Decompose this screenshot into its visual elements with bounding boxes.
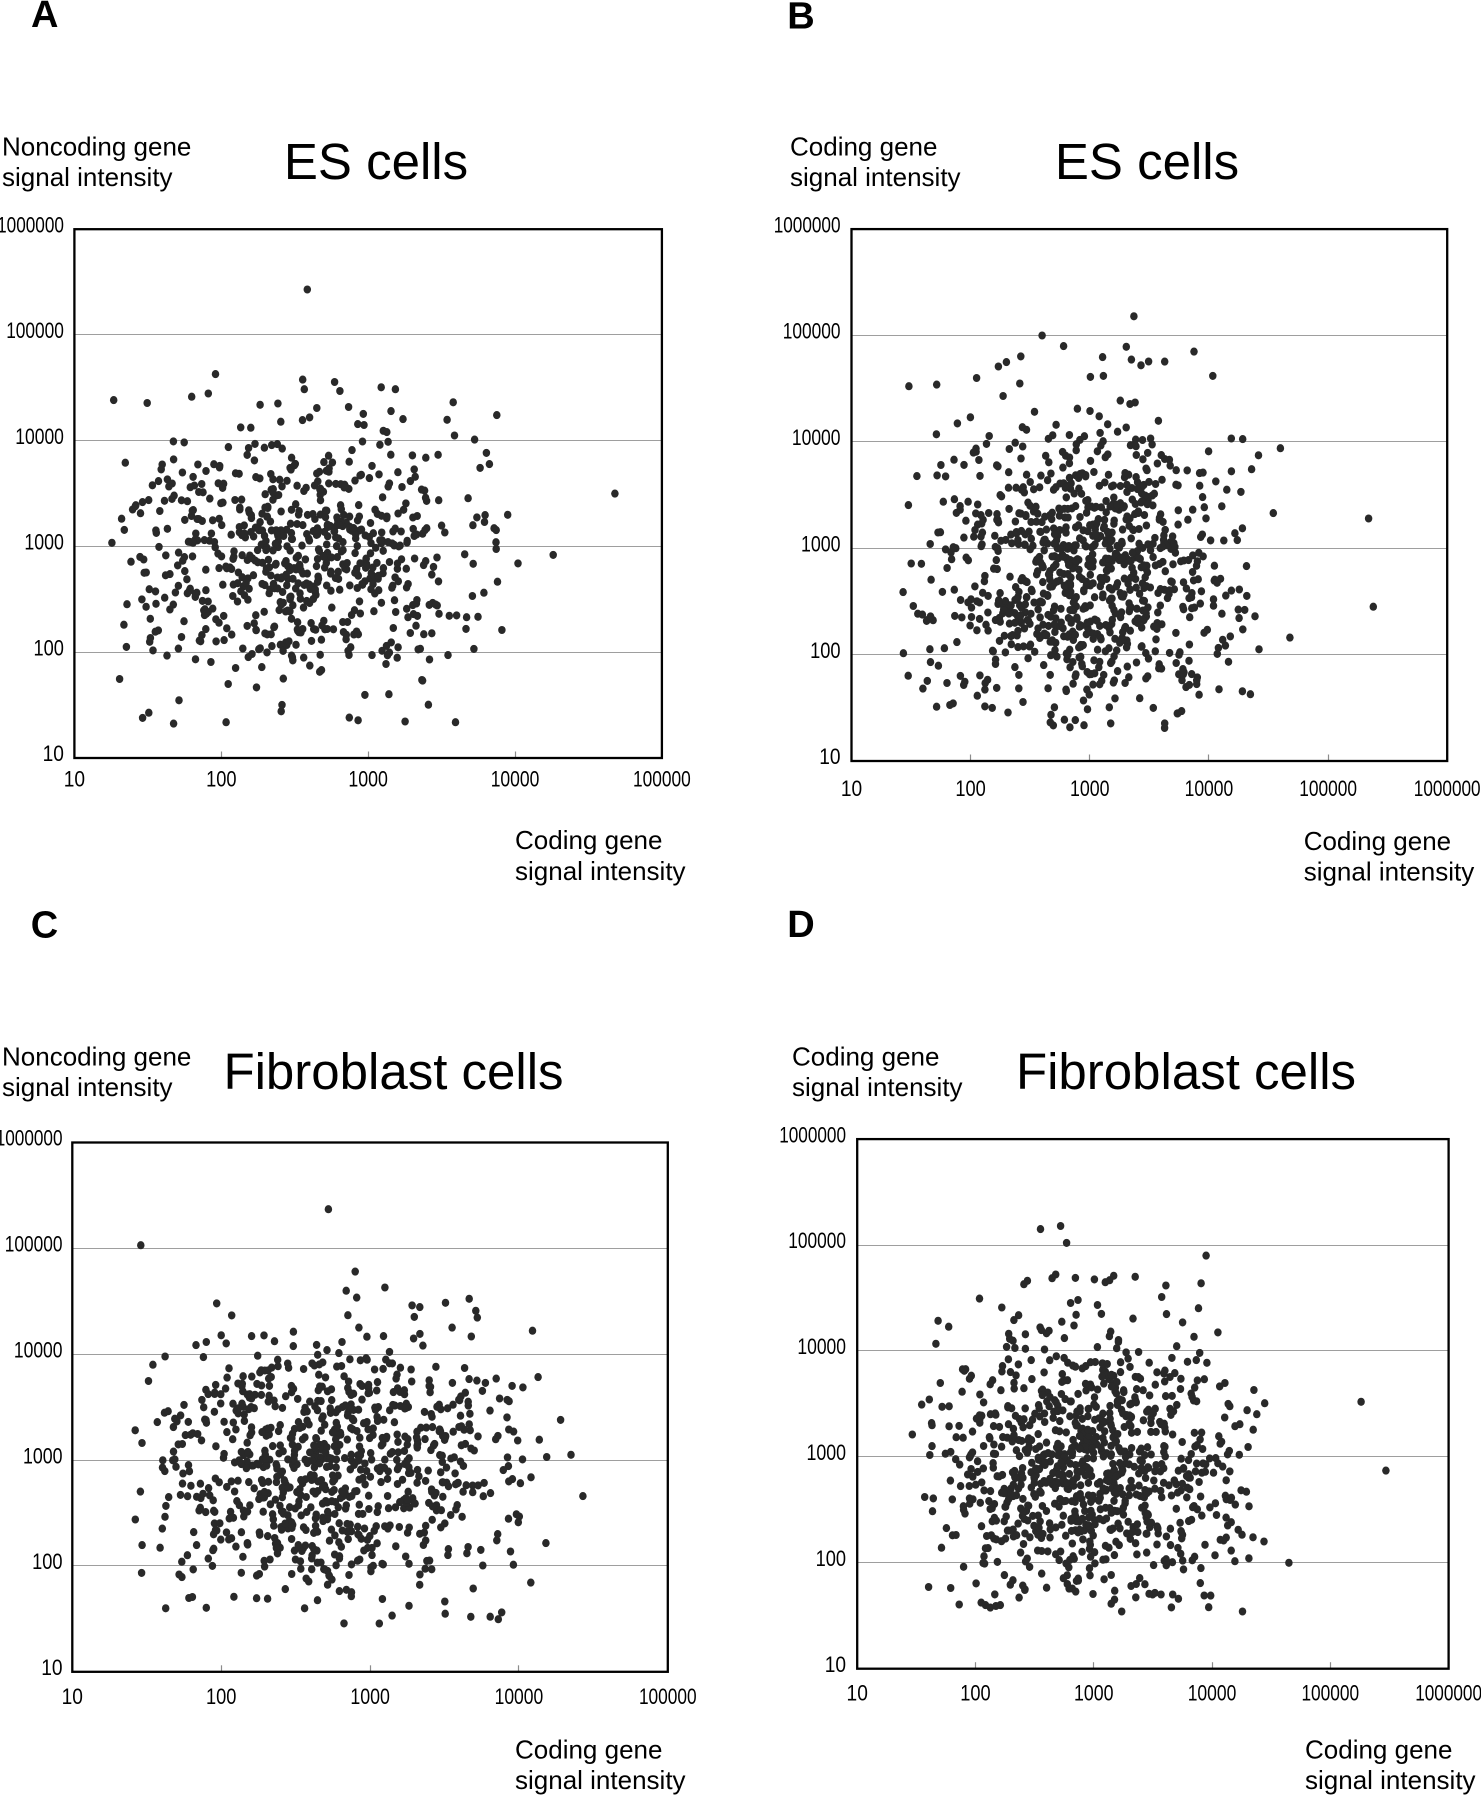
svg-text:1000000: 1000000	[0, 212, 64, 237]
svg-text:1000: 1000	[23, 1443, 63, 1468]
svg-text:C: C	[31, 905, 58, 947]
svg-text:A: A	[31, 0, 58, 36]
svg-text:Coding gene: Coding gene	[1304, 826, 1451, 856]
svg-text:D: D	[787, 904, 814, 946]
svg-text:10: 10	[41, 1655, 62, 1680]
svg-text:ES cells: ES cells	[284, 133, 468, 190]
svg-text:10: 10	[62, 1684, 83, 1709]
svg-text:1000000: 1000000	[0, 1126, 63, 1151]
svg-text:1000000: 1000000	[779, 1122, 846, 1147]
svg-text:1000: 1000	[348, 767, 388, 792]
svg-text:1000: 1000	[801, 531, 841, 556]
svg-text:Fibroblast cells: Fibroblast cells	[223, 1043, 563, 1100]
svg-text:10: 10	[819, 744, 840, 769]
svg-text:10: 10	[64, 767, 85, 792]
svg-text:100: 100	[206, 1684, 236, 1709]
svg-text:signal intensity: signal intensity	[1304, 856, 1475, 886]
svg-text:100000: 100000	[788, 1228, 846, 1253]
svg-text:10000: 10000	[792, 425, 841, 450]
svg-text:10: 10	[841, 776, 862, 801]
svg-text:100000: 100000	[783, 319, 841, 344]
svg-text:signal intensity: signal intensity	[2, 162, 173, 192]
svg-text:1000000: 1000000	[1414, 776, 1481, 801]
svg-text:signal intensity: signal intensity	[2, 1072, 173, 1102]
svg-text:Coding gene: Coding gene	[515, 825, 662, 855]
svg-text:100: 100	[32, 1549, 62, 1574]
svg-text:1000: 1000	[350, 1684, 390, 1709]
svg-text:100: 100	[206, 767, 236, 792]
svg-text:Fibroblast cells: Fibroblast cells	[1016, 1043, 1356, 1100]
svg-text:B: B	[787, 0, 814, 38]
svg-text:100: 100	[816, 1546, 846, 1571]
svg-text:10: 10	[847, 1681, 868, 1706]
svg-text:Coding gene: Coding gene	[792, 1041, 939, 1071]
svg-text:10: 10	[43, 741, 64, 766]
svg-text:10000: 10000	[15, 424, 64, 449]
svg-text:1000000: 1000000	[774, 212, 841, 237]
svg-text:100000: 100000	[633, 767, 691, 792]
svg-text:10000: 10000	[1185, 776, 1234, 801]
svg-text:signal intensity: signal intensity	[515, 856, 686, 886]
svg-text:signal intensity: signal intensity	[515, 1765, 686, 1795]
svg-text:100: 100	[960, 1681, 990, 1706]
svg-text:10000: 10000	[491, 767, 540, 792]
svg-text:10000: 10000	[14, 1337, 63, 1362]
svg-text:100000: 100000	[1299, 776, 1357, 801]
svg-text:100: 100	[34, 635, 64, 660]
svg-text:Noncoding gene: Noncoding gene	[2, 131, 191, 161]
svg-text:Coding gene: Coding gene	[1305, 1735, 1452, 1765]
svg-text:10000: 10000	[495, 1684, 544, 1709]
svg-text:100000: 100000	[1301, 1681, 1359, 1706]
svg-text:10000: 10000	[1188, 1681, 1237, 1706]
svg-text:1000000: 1000000	[1415, 1681, 1481, 1706]
svg-text:signal intensity: signal intensity	[792, 1072, 963, 1102]
svg-text:1000: 1000	[1074, 1681, 1114, 1706]
svg-text:100000: 100000	[639, 1684, 697, 1709]
svg-text:1000: 1000	[807, 1440, 847, 1465]
svg-text:1000: 1000	[1070, 776, 1110, 801]
svg-text:100: 100	[810, 638, 840, 663]
svg-text:10000: 10000	[797, 1334, 846, 1359]
svg-text:ES cells: ES cells	[1055, 133, 1239, 190]
svg-text:Noncoding gene: Noncoding gene	[2, 1041, 191, 1071]
svg-text:100000: 100000	[6, 318, 64, 343]
svg-text:signal intensity: signal intensity	[790, 162, 961, 192]
svg-text:100000: 100000	[5, 1232, 63, 1257]
svg-text:Coding gene: Coding gene	[790, 131, 937, 161]
svg-text:1000: 1000	[24, 530, 64, 555]
svg-text:10: 10	[825, 1652, 846, 1677]
svg-text:signal intensity: signal intensity	[1305, 1765, 1476, 1795]
svg-text:Coding gene: Coding gene	[515, 1735, 662, 1765]
svg-text:100: 100	[955, 776, 985, 801]
